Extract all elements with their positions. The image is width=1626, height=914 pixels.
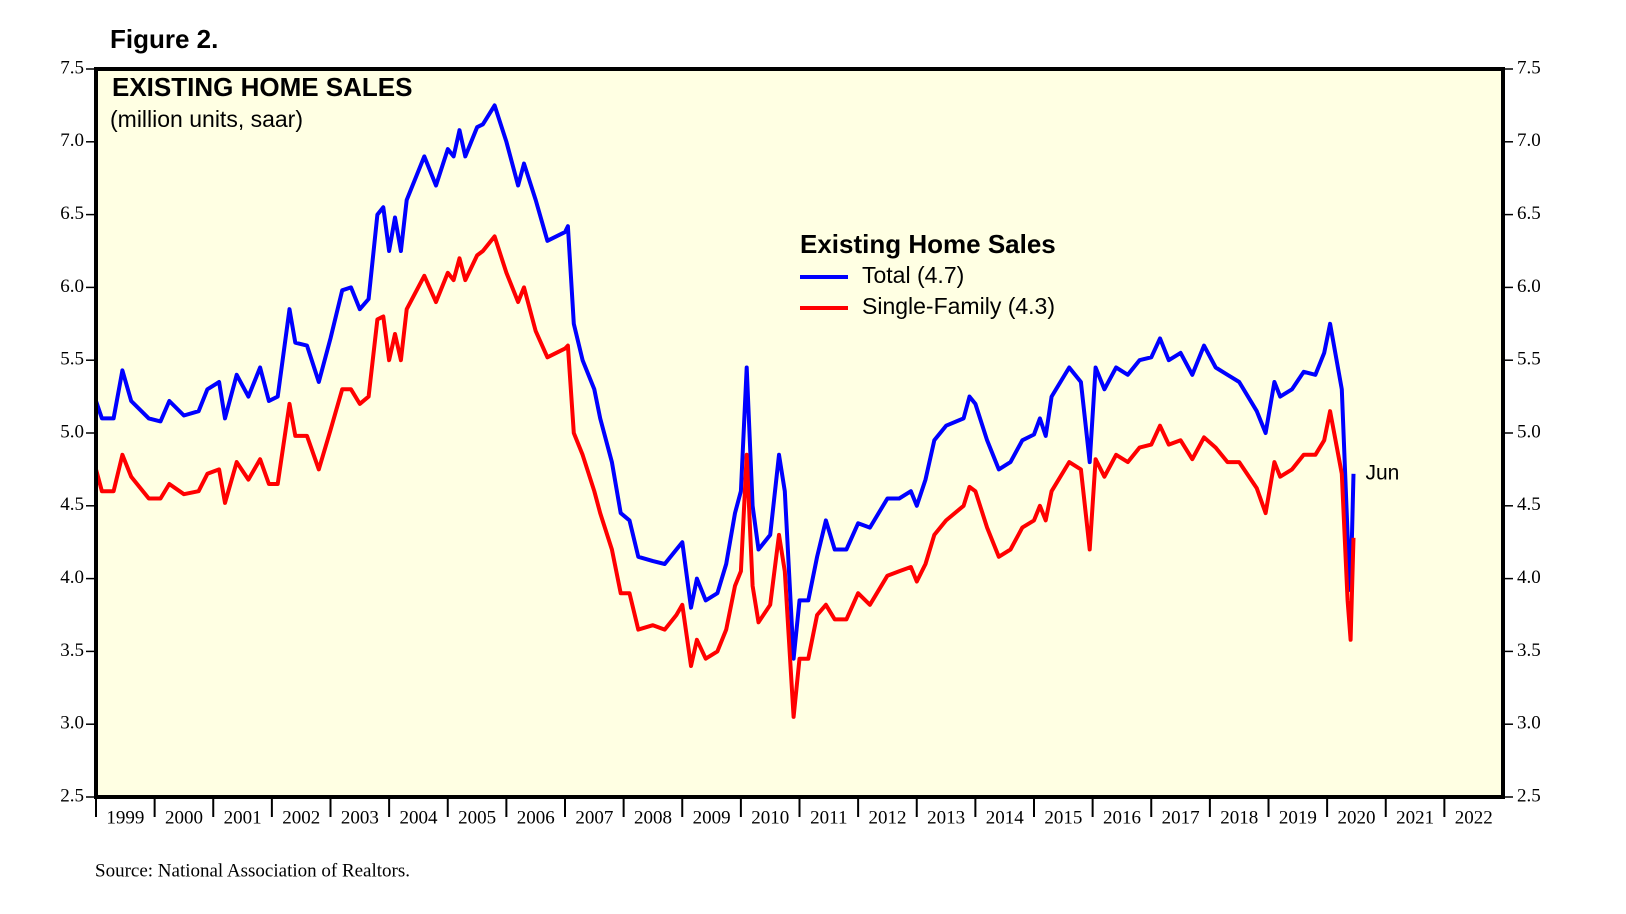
- y2-tick-label: 4.0: [1517, 567, 1541, 588]
- x-tick-label: 2008: [634, 807, 672, 828]
- y-tick-label: 3.0: [60, 713, 84, 734]
- y2-tick-label: 3.0: [1517, 713, 1541, 734]
- x-tick-label: 2011: [810, 807, 847, 828]
- y2-tick-label: 6.0: [1517, 276, 1541, 297]
- chart-title: EXISTING HOME SALES: [112, 72, 413, 102]
- figure-label: Figure 2.: [110, 24, 218, 54]
- x-tick-label: 2021: [1396, 807, 1434, 828]
- annotation: Jun: [1366, 461, 1400, 484]
- x-tick-label: 2009: [693, 807, 731, 828]
- plot-background: [96, 69, 1503, 797]
- x-tick-label: 2017: [1162, 807, 1200, 828]
- x-tick-label: 2007: [575, 807, 613, 828]
- y-tick-label: 4.5: [60, 494, 84, 515]
- x-tick-label: 2013: [927, 807, 965, 828]
- x-tick-label: 2003: [341, 807, 379, 828]
- y-tick-label: 3.5: [60, 640, 84, 661]
- y2-tick-label: 2.5: [1517, 785, 1541, 806]
- chart-subtitle: (million units, saar): [110, 106, 303, 132]
- x-tick-label: 2012: [868, 807, 906, 828]
- y2-tick-label: 7.5: [1517, 57, 1541, 78]
- x-tick-label: 2005: [458, 807, 496, 828]
- y-tick-label: 7.0: [60, 130, 84, 151]
- x-tick-label: 2016: [1103, 807, 1141, 828]
- y2-tick-label: 3.5: [1517, 640, 1541, 661]
- y-tick-label: 5.0: [60, 421, 84, 442]
- x-tick-label: 2001: [224, 807, 262, 828]
- source-note: Source: National Association of Realtors…: [95, 860, 410, 881]
- y2-tick-label: 5.0: [1517, 421, 1541, 442]
- x-tick-label: 2014: [986, 807, 1025, 828]
- x-tick-label: 2020: [1337, 807, 1375, 828]
- legend-label: Single-Family (4.3): [862, 293, 1055, 319]
- y-tick-label: 7.5: [60, 57, 84, 78]
- y-tick-label: 6.5: [60, 203, 84, 224]
- x-tick-label: 2006: [517, 807, 555, 828]
- x-tick-label: 2019: [1279, 807, 1317, 828]
- x-tick-label: 2004: [399, 807, 438, 828]
- y2-tick-label: 6.5: [1517, 203, 1541, 224]
- x-tick-label: 2018: [1220, 807, 1258, 828]
- plot-frame: [94, 67, 1505, 799]
- series-line: [94, 103, 1356, 661]
- y-tick-label: 5.5: [60, 349, 84, 370]
- y2-tick-label: 5.5: [1517, 349, 1541, 370]
- x-tick-label: 2010: [751, 807, 789, 828]
- y2-tick-label: 4.5: [1517, 494, 1541, 515]
- y2-tick-label: 7.0: [1517, 130, 1541, 151]
- y-tick-label: 4.0: [60, 567, 84, 588]
- y-tick-label: 2.5: [60, 785, 84, 806]
- legend-title: Existing Home Sales: [800, 229, 1056, 259]
- x-tick-label: 2000: [165, 807, 203, 828]
- x-tick-label: 2015: [1044, 807, 1082, 828]
- legend-label: Total (4.7): [862, 262, 964, 288]
- y-tick-label: 6.0: [60, 276, 84, 297]
- x-tick-label: 2002: [282, 807, 320, 828]
- x-tick-label: 2022: [1455, 807, 1493, 828]
- x-tick-label: 1999: [106, 807, 144, 828]
- series-line: [94, 234, 1356, 719]
